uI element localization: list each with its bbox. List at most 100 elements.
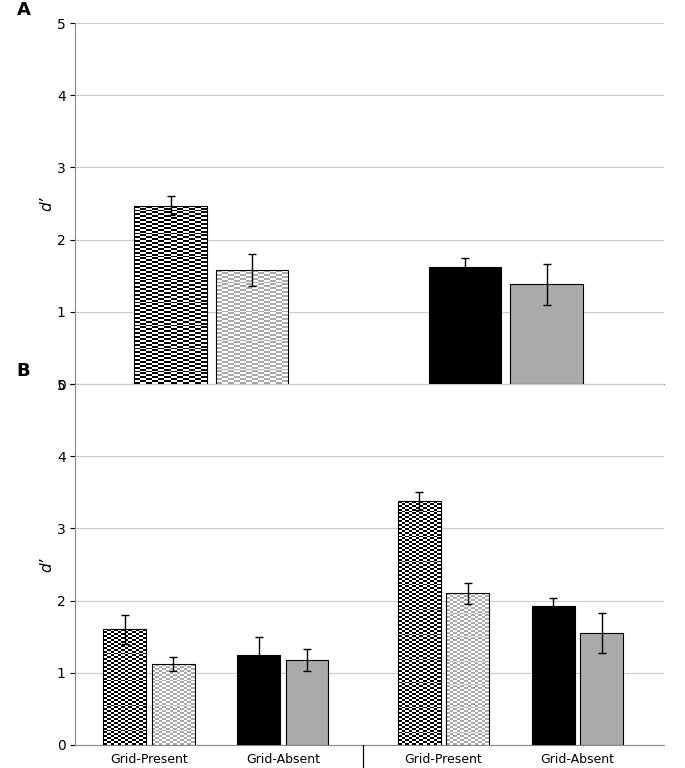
Bar [471, 655, 475, 657]
Bar [401, 681, 405, 684]
Bar [409, 684, 412, 685]
Bar [416, 561, 419, 562]
Bar [405, 518, 409, 520]
Bar [276, 286, 282, 287]
Bar [222, 370, 228, 372]
Bar [412, 501, 416, 503]
Bar [482, 733, 486, 736]
Bar [427, 538, 430, 539]
Bar [110, 645, 114, 647]
Bar [142, 630, 147, 631]
Bar [478, 621, 482, 622]
Bar [177, 330, 183, 333]
Bar [276, 334, 282, 336]
Bar [180, 697, 184, 699]
Bar [125, 743, 129, 745]
Bar [180, 681, 184, 684]
Bar [180, 680, 184, 681]
Bar [240, 380, 246, 382]
Bar [188, 215, 195, 217]
Bar [282, 301, 288, 303]
Bar [177, 674, 180, 676]
Bar [446, 728, 450, 730]
Bar [140, 356, 147, 357]
Bar [276, 299, 282, 301]
Bar [478, 680, 482, 682]
Bar [201, 376, 207, 379]
Bar [151, 695, 155, 697]
Bar [464, 659, 468, 660]
Bar [158, 206, 164, 207]
Bar [121, 703, 125, 704]
Bar [398, 501, 441, 745]
Bar [164, 244, 171, 246]
Bar [169, 691, 173, 693]
Bar [437, 726, 441, 727]
Bar [398, 650, 401, 653]
Bar [457, 605, 460, 607]
Bar [270, 347, 276, 349]
Bar [228, 324, 234, 326]
Bar [427, 539, 430, 541]
Bar [401, 687, 405, 689]
Bar [234, 303, 240, 305]
Bar [121, 647, 125, 649]
Bar [155, 739, 159, 741]
Bar [450, 618, 453, 621]
Bar [139, 735, 142, 737]
Bar [398, 572, 401, 574]
Bar [110, 684, 114, 685]
Bar [129, 631, 132, 634]
Bar [152, 379, 158, 380]
Bar [405, 657, 409, 658]
Bar [188, 321, 195, 323]
Bar [216, 270, 288, 384]
Bar [478, 703, 482, 705]
Bar [180, 699, 184, 700]
Bar [482, 594, 486, 595]
Bar [412, 599, 416, 601]
Bar [401, 558, 405, 561]
Bar [450, 687, 453, 690]
Bar [155, 727, 159, 730]
Bar [118, 739, 121, 741]
Bar [110, 676, 114, 677]
Bar [446, 707, 450, 709]
Bar [139, 704, 142, 707]
Bar [409, 627, 412, 630]
Bar [264, 274, 270, 276]
Bar [201, 280, 207, 283]
Bar [412, 647, 416, 649]
Bar [201, 238, 207, 240]
Bar [423, 591, 427, 593]
Bar [114, 739, 118, 741]
Bar [416, 562, 419, 564]
Bar [434, 727, 437, 730]
Bar [423, 547, 427, 549]
Bar [398, 601, 401, 603]
Bar [152, 217, 158, 219]
Bar [468, 599, 471, 601]
Bar [478, 733, 482, 736]
Bar [258, 322, 264, 324]
Bar [258, 380, 264, 382]
Bar [430, 522, 434, 524]
Bar [258, 293, 264, 295]
Bar [129, 693, 132, 695]
Bar [158, 376, 164, 379]
Bar [134, 313, 140, 315]
Bar [110, 689, 114, 691]
Bar [228, 305, 234, 306]
Bar [162, 668, 166, 670]
Bar [427, 722, 430, 723]
Bar [450, 741, 453, 743]
Bar [164, 211, 171, 214]
Bar [264, 342, 270, 343]
Bar [468, 730, 471, 732]
Bar [434, 534, 437, 535]
Bar [107, 654, 110, 657]
Bar [401, 647, 405, 649]
Bar [195, 225, 201, 227]
Bar [155, 704, 159, 707]
Bar [222, 357, 228, 359]
